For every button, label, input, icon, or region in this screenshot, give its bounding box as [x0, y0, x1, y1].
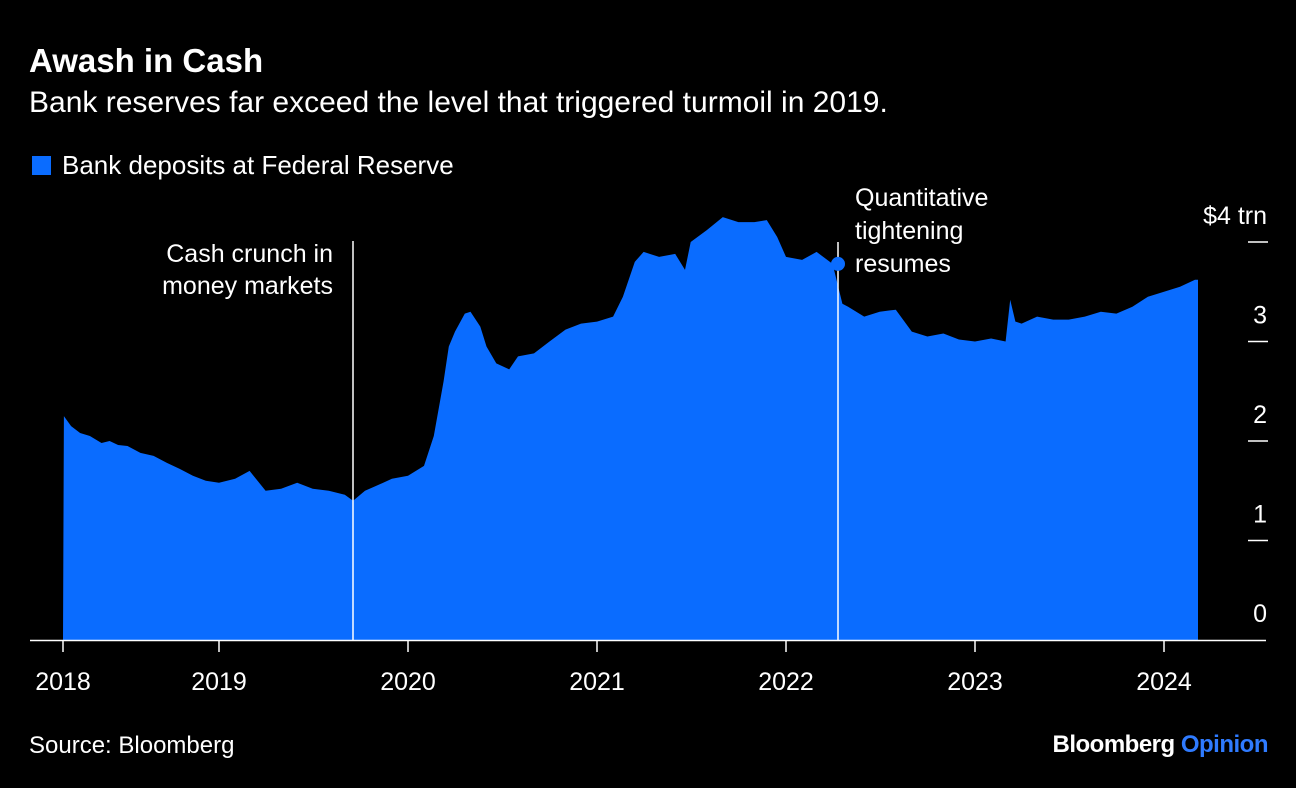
x-tick-label: 2022	[758, 668, 814, 696]
x-tick-label: 2023	[947, 668, 1003, 696]
x-tick-label: 2020	[380, 668, 436, 696]
legend: Bank deposits at Federal Reserve	[32, 150, 454, 181]
x-tick-label: 2024	[1136, 668, 1192, 696]
annotation-qt-text: tightening	[855, 217, 963, 245]
y-tick-label: 2	[1253, 401, 1267, 429]
y-tick-label: 1	[1253, 501, 1267, 529]
annotation-qt-point	[831, 256, 845, 271]
annotation-qt-text: Quantitative	[855, 184, 988, 212]
y-tick-label: $4 trn	[1203, 202, 1267, 230]
x-tick-label: 2019	[191, 668, 247, 696]
brand-primary: Bloomberg	[1052, 731, 1176, 758]
annotation-cash-crunch-text: money markets	[162, 272, 333, 300]
series-area	[63, 217, 1198, 640]
legend-label: Bank deposits at Federal Reserve	[62, 150, 454, 180]
chart-subtitle: Bank reserves far exceed the level that …	[29, 86, 888, 119]
y-tick-label: 3	[1253, 302, 1267, 330]
x-tick-label: 2021	[569, 668, 625, 696]
x-tick-label: 2018	[35, 668, 91, 696]
annotation-cash-crunch-text: Cash crunch in	[166, 240, 333, 268]
source-note: Source: Bloomberg	[29, 732, 235, 759]
brand-logo: Bloomberg Opinion	[1053, 731, 1269, 759]
brand-secondary: Opinion	[1180, 731, 1269, 758]
annotation-qt-text: resumes	[855, 250, 951, 278]
chart-title: Awash in Cash	[29, 42, 264, 79]
y-tick-label: 0	[1253, 600, 1267, 628]
legend-swatch	[32, 156, 51, 175]
